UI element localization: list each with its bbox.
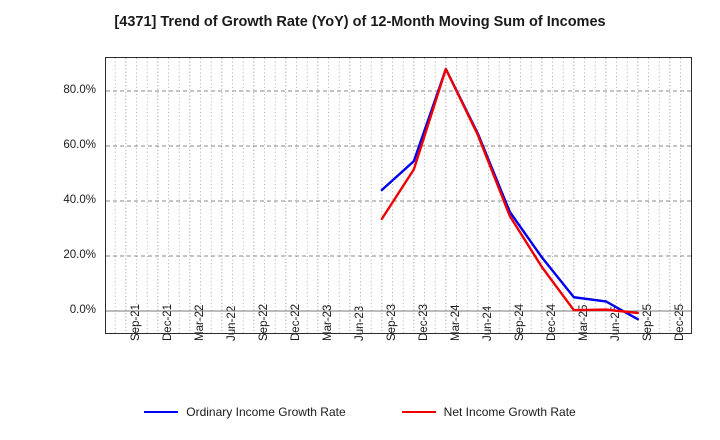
y-axis-label: 80.0% [63,84,96,96]
legend-item[interactable]: Ordinary Income Growth Rate [144,405,346,419]
legend-item[interactable]: Net Income Growth Rate [401,405,576,419]
legend-label: Ordinary Income Growth Rate [186,405,346,419]
y-axis-label: 20.0% [63,249,96,261]
legend-color-swatch [144,411,179,413]
series-line-ordinary-income [380,67,640,321]
plot-area [105,57,692,334]
y-axis-label: 40.0% [63,194,96,206]
y-axis-label: 60.0% [63,139,96,151]
series-line-net-income [380,67,640,315]
chart-legend: Ordinary Income Growth Rate Net Income Gr… [0,405,720,419]
legend-color-swatch [401,411,436,413]
y-axis-label: 0.0% [69,304,96,316]
plot-canvas [106,58,691,333]
legend-label: Net Income Growth Rate [443,405,576,419]
chart-title: [4371] Trend of Growth Rate (YoY) of 12-… [114,14,606,30]
